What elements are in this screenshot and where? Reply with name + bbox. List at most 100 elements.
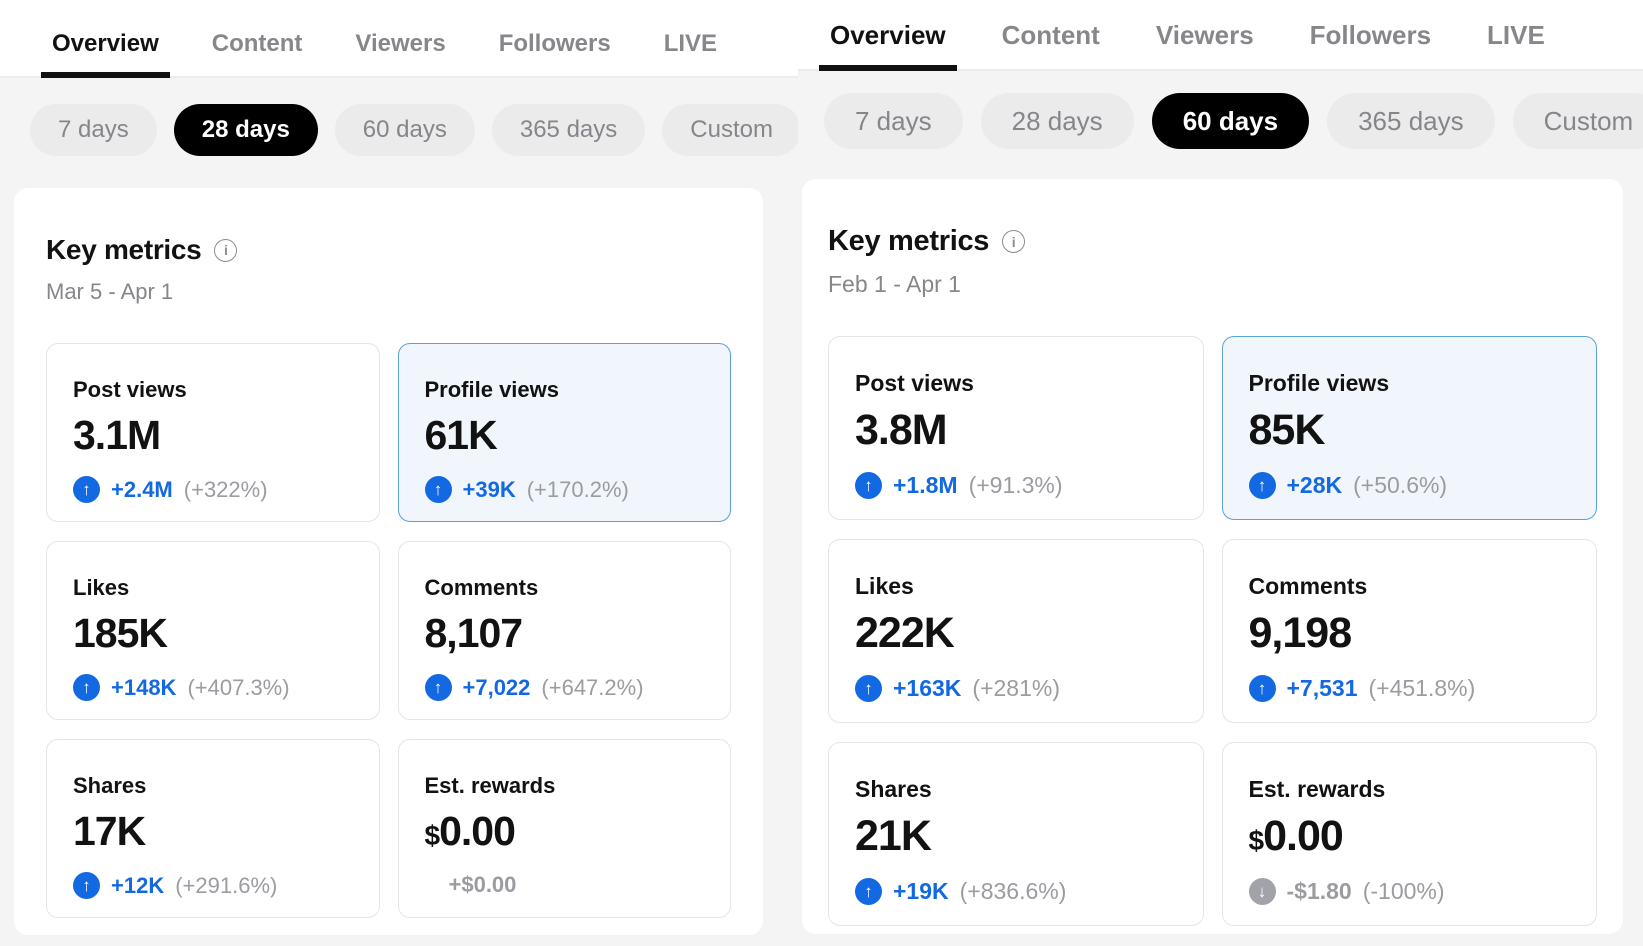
metric-card-likes[interactable]: Likes 222K ↑ +163K (+281%) — [828, 539, 1204, 723]
tab-followers[interactable]: Followers — [498, 30, 611, 57]
value-text: 8,107 — [424, 610, 524, 656]
delta-value: +163K — [893, 675, 962, 701]
delta-value: +148K — [111, 674, 177, 700]
metric-card-comments[interactable]: Comments 8,107 ↑ +7,022 (+647.2%) — [397, 541, 731, 720]
metric-card-shares[interactable]: Shares 21K ↑ +19K (+836.6%) — [828, 742, 1204, 926]
info-icon[interactable]: i — [214, 238, 238, 262]
delta-percent: (+50.6%) — [1353, 472, 1448, 498]
analytics-panel-60-days: Overview Content Viewers Followers LIVE … — [798, 0, 1643, 946]
metric-card-post-views[interactable]: Post views 3.8M ↑ +1.8M (+91.3%) — [828, 336, 1204, 520]
info-icon[interactable]: i — [1002, 230, 1026, 253]
tab-overview[interactable]: Overview — [819, 16, 957, 71]
delta-value: +7,531 — [1286, 675, 1358, 701]
metric-card-likes[interactable]: Likes 185K ↑ +148K (+407.3%) — [46, 541, 380, 720]
metric-value: $0.00 — [1249, 812, 1571, 861]
up-arrow-icon: ↑ — [1248, 675, 1276, 702]
tab-followers[interactable]: Followers — [1309, 20, 1432, 50]
tab-content[interactable]: Content — [1001, 20, 1100, 50]
date-range-filter: 7 days 28 days 60 days 365 days Custom — [798, 71, 1643, 179]
currency-symbol: $ — [1248, 825, 1265, 856]
tab-live[interactable]: LIVE — [663, 30, 718, 57]
value-text: 61K — [424, 412, 498, 458]
tab-bar: Overview Content Viewers Followers LIVE — [0, 0, 798, 78]
tab-overview[interactable]: Overview — [41, 26, 170, 78]
metric-card-profile-views[interactable]: Profile views 61K ↑ +39K (+170.2%) — [397, 343, 731, 522]
tab-live[interactable]: LIVE — [1487, 20, 1545, 50]
pill-60-days[interactable]: 60 days — [1151, 93, 1310, 149]
metric-delta: ↑ +28K (+50.6%) — [1248, 472, 1571, 499]
date-range-filter: 7 days 28 days 60 days 365 days Custom — [0, 78, 798, 188]
metric-card-comments[interactable]: Comments 9,198 ↑ +7,531 (+451.8%) — [1221, 539, 1597, 723]
metric-delta: ↑ +148K (+407.3%) — [73, 674, 353, 701]
pill-28-days[interactable]: 28 days — [980, 93, 1134, 149]
value-text: 3.8M — [855, 406, 948, 454]
metric-value: 21K — [855, 812, 1177, 861]
metric-label: Est. rewards — [1248, 776, 1386, 802]
delta-percent: (+407.3%) — [187, 674, 290, 700]
value-text: 0.00 — [1263, 812, 1344, 860]
pill-365-days[interactable]: 365 days — [1327, 93, 1495, 149]
tab-viewers[interactable]: Viewers — [1155, 20, 1254, 50]
key-metrics-title: Key metrics — [828, 225, 990, 257]
pill-365-days[interactable]: 365 days — [491, 104, 646, 156]
metric-delta: ↑ +1.8M (+91.3%) — [855, 472, 1177, 499]
delta-percent: (+91.3%) — [968, 472, 1063, 498]
delta-percent: (+322%) — [183, 476, 268, 502]
metric-value: 3.1M — [73, 412, 353, 459]
date-range-label: Feb 1 - Apr 1 — [828, 271, 961, 297]
metric-value: 3.8M — [855, 406, 1177, 455]
value-text: 3.1M — [73, 412, 161, 458]
delta-percent: (+281%) — [972, 675, 1060, 701]
pill-7-days[interactable]: 7 days — [824, 93, 963, 149]
metric-label: Profile views — [424, 377, 560, 402]
currency-symbol: $ — [424, 820, 441, 851]
tab-viewers[interactable]: Viewers — [355, 30, 446, 57]
tab-content[interactable]: Content — [211, 30, 303, 57]
metric-delta: ↑ +7,531 (+451.8%) — [1248, 675, 1571, 702]
metrics-grid: Post views 3.8M ↑ +1.8M (+91.3%) Profile… — [828, 336, 1597, 926]
key-metrics-card: Key metrics i Mar 5 - Apr 1 Post views 3… — [14, 188, 763, 935]
pill-7-days[interactable]: 7 days — [30, 104, 157, 156]
metric-card-profile-views[interactable]: Profile views 85K ↑ +28K (+50.6%) — [1221, 336, 1597, 520]
metric-label: Est. rewards — [424, 773, 556, 798]
metric-value: 61K — [425, 412, 705, 459]
delta-value: +7,022 — [462, 674, 531, 700]
metric-value: 85K — [1249, 406, 1571, 455]
value-text: 21K — [855, 812, 932, 860]
metric-delta: +$0.00 — [425, 872, 705, 898]
value-text: 0.00 — [439, 808, 516, 854]
metric-delta: ↑ +39K (+170.2%) — [424, 476, 705, 503]
metric-delta: ↑ +19K (+836.6%) — [855, 878, 1177, 905]
down-arrow-icon: ↓ — [1248, 878, 1276, 905]
up-arrow-icon: ↑ — [424, 674, 452, 701]
tab-bar: Overview Content Viewers Followers LIVE — [798, 0, 1643, 71]
up-arrow-icon: ↑ — [1248, 472, 1276, 499]
pill-60-days[interactable]: 60 days — [334, 104, 475, 156]
metric-card-est-rewards[interactable]: Est. rewards $0.00 ↓ -$1.80 (-100%) — [1221, 742, 1597, 926]
delta-percent: (+836.6%) — [959, 878, 1067, 904]
pill-custom[interactable]: Custom — [662, 104, 798, 156]
metric-card-shares[interactable]: Shares 17K ↑ +12K (+291.6%) — [46, 739, 380, 918]
metric-label: Post views — [855, 370, 974, 396]
metric-card-est-rewards[interactable]: Est. rewards $0.00 +$0.00 — [397, 739, 731, 918]
up-arrow-icon: ↑ — [73, 674, 100, 701]
metric-value: 9,198 — [1249, 609, 1571, 658]
key-metrics-header: Key metrics i — [46, 234, 731, 266]
metric-label: Comments — [1248, 573, 1368, 599]
up-arrow-icon: ↑ — [424, 476, 452, 503]
delta-value: +28K — [1286, 472, 1343, 498]
metric-delta: ↓ -$1.80 (-100%) — [1248, 878, 1571, 905]
delta-value: +12K — [111, 872, 165, 898]
delta-value: +19K — [893, 878, 949, 904]
metric-label: Post views — [73, 377, 187, 402]
value-text: 222K — [855, 609, 955, 657]
value-text: 85K — [1248, 406, 1326, 454]
delta-percent: (+647.2%) — [541, 674, 644, 700]
key-metrics-header: Key metrics i — [828, 225, 1597, 258]
pill-custom[interactable]: Custom — [1512, 93, 1643, 149]
up-arrow-icon: ↑ — [855, 675, 882, 702]
metrics-grid: Post views 3.1M ↑ +2.4M (+322%) Profile … — [46, 343, 731, 918]
metric-value: 8,107 — [425, 610, 705, 657]
metric-card-post-views[interactable]: Post views 3.1M ↑ +2.4M (+322%) — [46, 343, 380, 522]
pill-28-days[interactable]: 28 days — [173, 104, 318, 156]
